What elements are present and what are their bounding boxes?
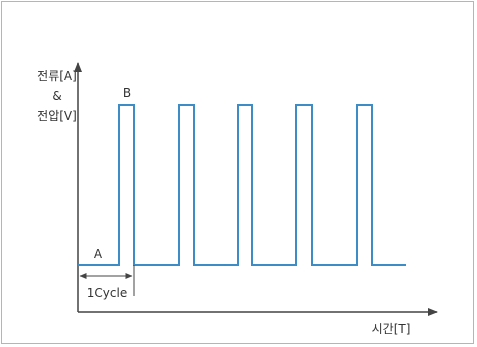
y-axis-label-voltage: 전압[V]	[37, 109, 77, 123]
y-axis-label-current: 전류[A]	[37, 69, 77, 83]
x-axis-label: 시간[T]	[372, 322, 411, 336]
y-axis-label-and: &	[52, 89, 61, 103]
pulse-waveform	[78, 104, 406, 266]
point-b-label: B	[123, 86, 131, 100]
cycle-label: 1Cycle	[87, 286, 127, 300]
point-a-label: A	[94, 247, 103, 261]
